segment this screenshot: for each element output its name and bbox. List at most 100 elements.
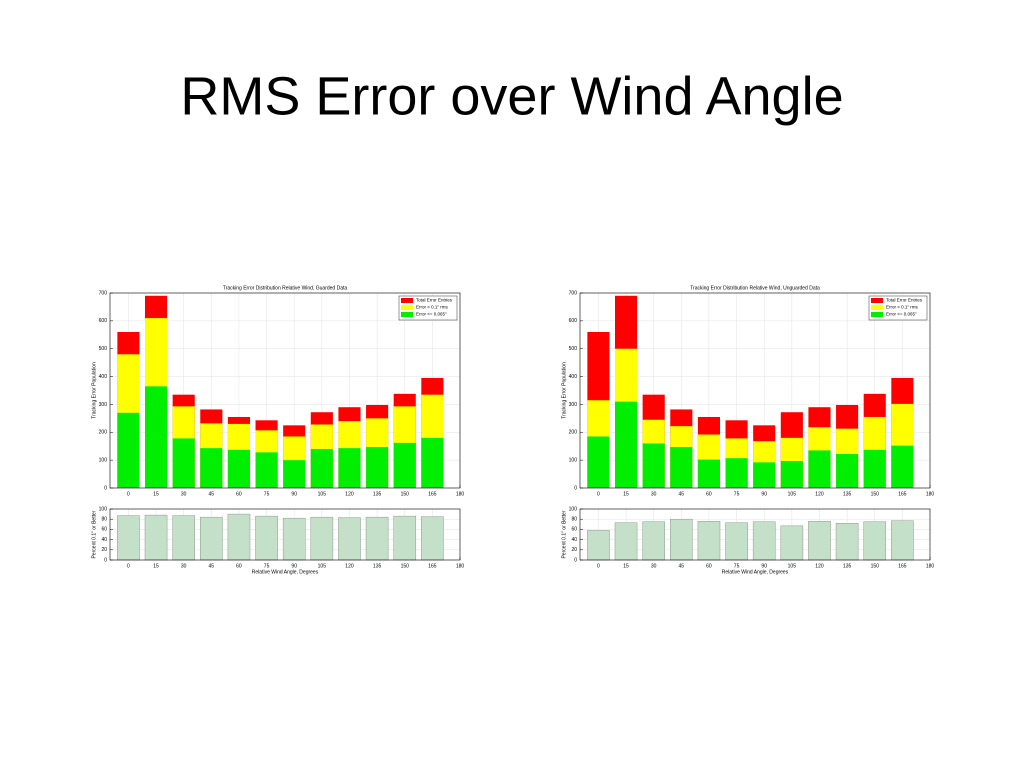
y-tick-label: 700 [569,290,578,296]
bar [283,460,306,488]
x-tick-label: 135 [843,491,852,497]
x-tick-label: 75 [264,491,270,497]
x-tick-label: 15 [623,563,629,569]
bar [421,516,444,561]
x-tick-label: 90 [291,491,297,497]
bar [145,386,168,488]
bar [200,516,223,561]
x-tick-label: 150 [401,563,410,569]
bar [863,521,887,561]
bar [808,450,831,488]
y-tick-label: 100 [99,457,108,463]
bar [753,462,776,488]
y-axis-label: Tracking Error Population [561,362,567,419]
bar [587,530,610,561]
x-tick-label: 120 [345,491,354,497]
y-axis-label: Tracking Error Population [91,362,97,419]
y-tick-label: 0 [104,485,107,491]
y-tick-label: 100 [569,457,578,463]
legend-label: Total Error Entries [416,298,453,303]
y-tick-label: 100 [569,506,578,512]
legend-swatch [401,312,413,317]
x-tick-label: 150 [871,563,880,569]
bar [670,518,693,561]
legend-swatch [401,305,413,310]
bar [200,448,223,488]
bar [393,515,417,561]
bar [697,520,721,561]
y-tick-label: 400 [569,374,578,380]
x-tick-label: 60 [706,491,712,497]
bar [172,438,195,488]
x-tick-label: 165 [898,563,907,569]
bar [310,449,333,488]
bar [365,516,389,561]
bar [697,459,720,488]
x-tick-label: 180 [926,563,935,569]
x-tick-label: 135 [373,563,382,569]
bar [642,443,665,488]
y-tick-label: 80 [571,517,577,523]
y-tick-label: 300 [99,402,108,408]
bar [421,437,444,488]
bar [282,517,306,561]
y-tick-label: 500 [569,346,578,352]
legend-label: Error < 0.1" rms [416,305,448,310]
x-tick-label: 120 [815,563,824,569]
legend-label: Error < 0.1" rms [886,305,918,310]
x-tick-label: 180 [926,491,935,497]
slide-title: RMS Error over Wind Angle [180,66,843,126]
legend-swatch [401,298,413,303]
chart-title: Tracking Error Distribution Relative Win… [690,285,820,291]
bar [725,458,748,488]
y-tick-label: 20 [571,547,577,553]
bar [891,520,914,561]
x-axis-label: Relative Wind Angle, Degrees [252,569,319,575]
legend-label: Total Error Entries [886,298,923,303]
legend-swatch [871,298,883,303]
x-tick-label: 45 [679,563,685,569]
bar [338,448,361,488]
y-tick-label: 200 [99,430,108,436]
y-tick-label: 0 [574,485,577,491]
x-tick-label: 120 [815,491,824,497]
bar [752,521,776,561]
x-tick-label: 0 [597,491,600,497]
x-tick-label: 150 [401,491,410,497]
x-tick-label: 30 [651,491,657,497]
bar [836,454,859,488]
y-axis-label: Percent 0.1" or Better [91,510,97,558]
x-tick-label: 45 [209,491,215,497]
x-tick-label: 30 [651,563,657,569]
legend-swatch [871,305,883,310]
legend-label: Error <= 0.065" [886,312,917,317]
axes-frame [109,508,461,561]
legend-label: Error <= 0.065" [416,312,447,317]
bar [863,449,886,488]
bar [615,401,638,488]
x-tick-label: 15 [153,491,159,497]
y-tick-label: 60 [571,527,577,533]
y-tick-label: 60 [101,527,107,533]
y-tick-label: 400 [99,374,108,380]
x-tick-label: 15 [623,491,629,497]
y-tick-label: 40 [571,537,577,543]
chart-title: Tracking Error Distribution Relative Win… [223,285,348,291]
x-tick-label: 105 [318,491,327,497]
y-tick-label: 200 [569,430,578,436]
x-tick-label: 120 [345,563,354,569]
x-tick-label: 0 [597,563,600,569]
axes-frame [109,292,461,489]
x-tick-label: 105 [318,563,327,569]
y-tick-label: 0 [104,557,107,563]
x-tick-label: 105 [788,491,797,497]
axes-frame [579,292,931,489]
bar [780,525,804,561]
x-tick-label: 0 [127,563,130,569]
x-tick-label: 15 [153,563,159,569]
y-tick-label: 700 [99,290,108,296]
bar [808,520,831,561]
y-tick-label: 600 [99,318,108,324]
y-tick-label: 600 [569,318,578,324]
y-tick-label: 500 [99,346,108,352]
